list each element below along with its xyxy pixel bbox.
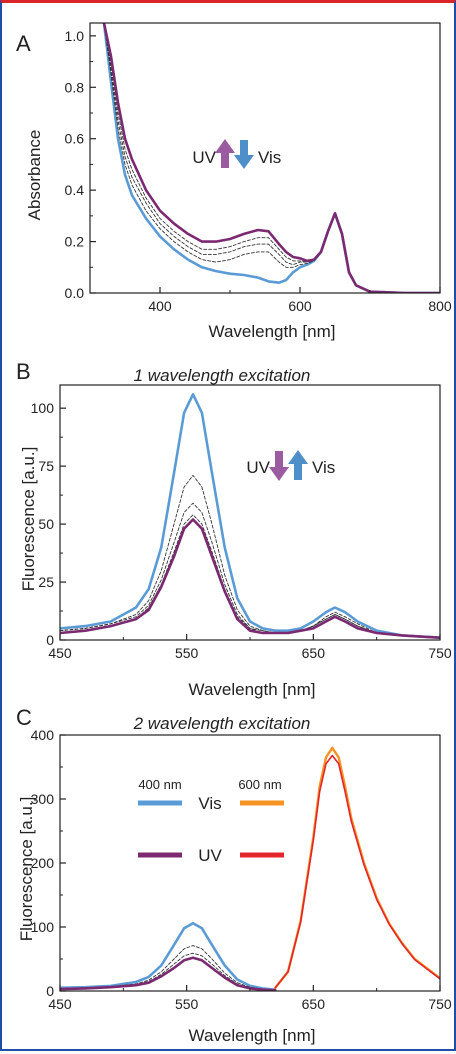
panel-c-ytick-label-2: 200 <box>31 855 55 871</box>
panel-c-series-intermediate-1 <box>60 945 276 991</box>
panel-c-series-vis600-4 <box>274 746 440 989</box>
panel-b: B 1 wavelength excitation Fluorescence [… <box>16 359 452 699</box>
panel-a-ytick-label-0: 0.0 <box>65 285 85 301</box>
panel-c-series-group <box>60 746 440 991</box>
panel-a-series-uv-4 <box>102 23 440 293</box>
panel-b-ytick-label-1: 25 <box>38 574 54 590</box>
panel-a-ytick-label-4: 0.8 <box>65 79 85 95</box>
panel-a-frame <box>89 22 441 294</box>
figure-canvas: A Absorbance Wavelength [nm] UV Vis 400 6… <box>16 22 452 1045</box>
panel-b-annotation: UV Vis <box>246 450 335 481</box>
panel-c-xtick-label-650: 650 <box>302 996 326 1012</box>
panel-a-xtick-label-400: 400 <box>148 298 172 314</box>
panel-a-ytick-label-1: 0.2 <box>65 234 85 250</box>
panel-c-ytick-label-3: 300 <box>31 791 55 807</box>
panel-c-xtick-label-750: 750 <box>428 996 452 1012</box>
panel-c-series-uv600-5 <box>274 754 440 989</box>
panel-a-series-group <box>102 23 440 293</box>
panel-a-xtick-label-800: 800 <box>428 298 452 314</box>
panel-b-annot-left: UV <box>246 458 270 477</box>
panel-b-ytick-label-0: 0 <box>46 632 54 648</box>
arrow-down-icon <box>234 140 254 169</box>
panel-letter-c: C <box>16 705 32 730</box>
panel-c-xlabel: Wavelength [nm] <box>189 1026 316 1045</box>
panel-b-xtick-label-450: 450 <box>48 645 72 661</box>
panel-b-title: 1 wavelength excitation <box>134 366 311 385</box>
panel-b-ytick-label-4: 100 <box>31 400 55 416</box>
panel-b-series-uv-4 <box>60 518 440 639</box>
panel-b-frame <box>59 384 441 641</box>
panel-c-xtick-label-550: 550 <box>175 996 199 1012</box>
panel-c-ytick-label-0: 0 <box>46 983 54 999</box>
panel-c-series-vis-0 <box>60 921 277 991</box>
panel-c: C 2 wavelength excitation Fluorescence [… <box>16 705 452 1045</box>
panel-b-series-intermediate-3 <box>60 514 440 639</box>
panel-c-ytick-label-4: 400 <box>31 727 55 743</box>
panel-a-annotation: UV Vis <box>192 139 281 169</box>
panel-b-xtick-label-550: 550 <box>175 645 199 661</box>
panel-c-ylabel: Fluorescence [a.u.] <box>17 797 36 942</box>
legend-row2-label: UV <box>198 846 222 865</box>
panel-a-xtick-label-600: 600 <box>288 298 312 314</box>
panel-b-series-group <box>60 393 440 639</box>
panel-letter-b: B <box>16 359 31 384</box>
arrow-up-icon <box>288 450 308 480</box>
panel-c-xtick-label-450: 450 <box>48 996 72 1012</box>
panel-b-xlabel: Wavelength [nm] <box>189 680 316 699</box>
panel-c-legend: 400 nm 600 nm Vis UV <box>138 777 284 865</box>
panel-a-ytick-label-3: 0.6 <box>65 131 85 147</box>
panel-a-ytick-label-5: 1.0 <box>65 28 85 44</box>
panel-b-xtick-label-650: 650 <box>302 645 326 661</box>
panel-b-ytick-label-2: 50 <box>38 516 54 532</box>
panel-b-ylabel: Fluorescence [a.u.] <box>19 447 38 592</box>
panel-c-title: 2 wavelength excitation <box>133 714 311 733</box>
panel-a-ylabel: Absorbance <box>25 130 44 221</box>
panel-a-annot-left: UV <box>192 148 216 167</box>
panel-b-series-intermediate-1 <box>60 474 440 639</box>
panel-c-ytick-label-1: 100 <box>31 919 55 935</box>
panel-c-series-uv-3 <box>60 956 277 991</box>
panel-a: A Absorbance Wavelength [nm] UV Vis 400 6… <box>16 22 452 341</box>
legend-col2-header: 600 nm <box>238 777 281 792</box>
panel-a-annot-right: Vis <box>258 148 281 167</box>
panel-letter-a: A <box>16 31 31 56</box>
arrow-down-icon <box>269 451 289 481</box>
panel-a-ytick-label-2: 0.4 <box>65 182 85 198</box>
panel-b-annot-right: Vis <box>312 458 335 477</box>
panel-b-series-vis-0 <box>60 393 440 639</box>
legend-col1-header: 400 nm <box>138 777 181 792</box>
legend-row1-label: Vis <box>198 794 221 813</box>
panel-a-xlabel: Wavelength [nm] <box>209 322 336 341</box>
panel-b-ytick-label-3: 75 <box>38 458 54 474</box>
panel-c-frame <box>59 734 441 992</box>
panel-b-xtick-label-750: 750 <box>428 645 452 661</box>
arrow-up-icon <box>215 139 235 168</box>
